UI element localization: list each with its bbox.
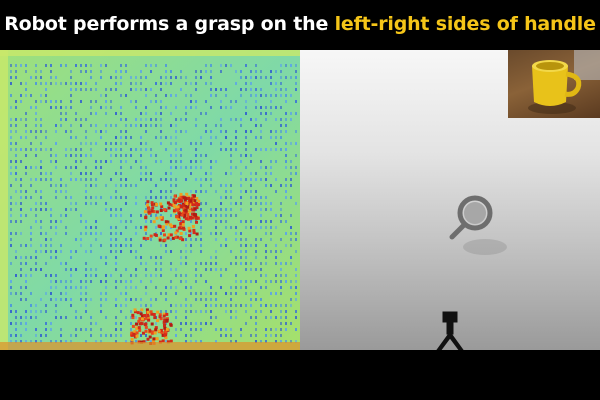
mug-icon	[528, 50, 600, 114]
video-title: Robot performs a grasp on the left-right…	[0, 0, 600, 48]
bottom-letterbox	[0, 350, 600, 400]
camera-inset	[508, 50, 600, 118]
simulation-scene	[436, 195, 507, 350]
title-prefix: Robot performs a grasp on the	[4, 13, 329, 35]
grasp-heatmap	[0, 50, 300, 350]
robot-gripper-icon	[436, 311, 464, 350]
mug-icon	[449, 195, 507, 255]
grasp-heatmap-canvas	[0, 50, 300, 350]
title-highlight: left-right sides of handle	[334, 13, 596, 35]
